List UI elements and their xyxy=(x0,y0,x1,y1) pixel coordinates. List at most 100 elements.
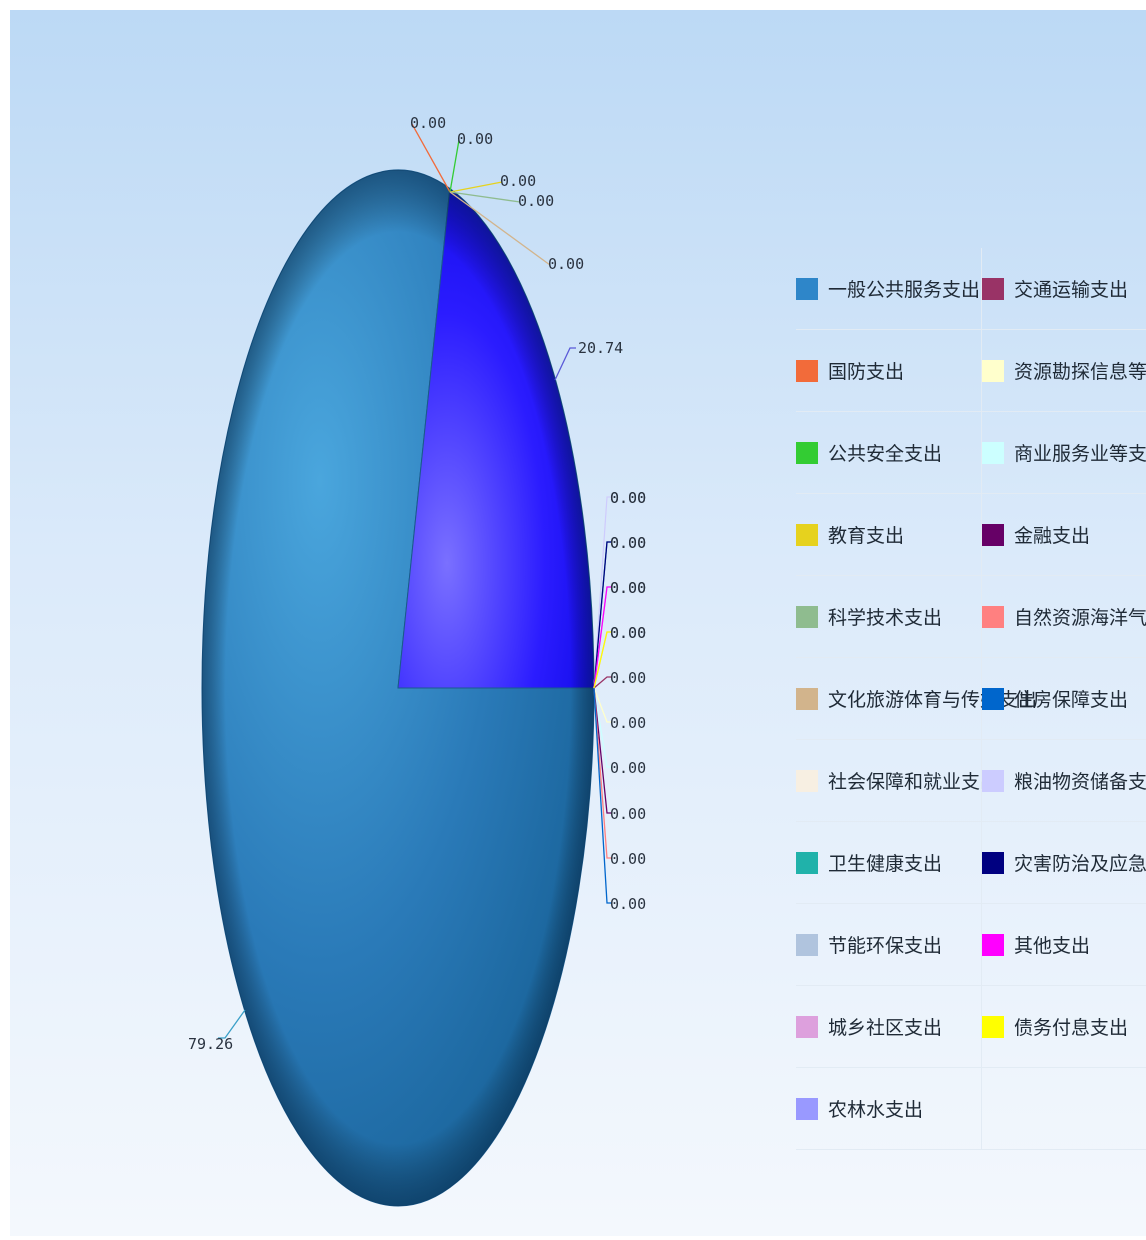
legend-label: 商业服务业等支出 xyxy=(1014,443,1146,465)
legend-item[interactable]: 节能环保支出 xyxy=(796,904,982,986)
legend-swatch xyxy=(982,277,1004,300)
data-label: 0.00 xyxy=(610,489,646,507)
legend-label: 其他支出 xyxy=(1014,935,1091,957)
legend-item[interactable]: 商业服务业等支出 xyxy=(982,412,1146,494)
data-label: 0.00 xyxy=(610,534,646,552)
data-label: 0.00 xyxy=(610,534,646,552)
legend-item[interactable]: 农林水支出 xyxy=(796,1068,982,1150)
legend-label: 社会保障和就业支出 xyxy=(828,771,1000,793)
leader-line xyxy=(449,191,551,266)
legend-item[interactable]: 住房保障支出 xyxy=(982,658,1146,740)
legend-swatch xyxy=(982,933,1004,956)
legend-swatch xyxy=(982,1015,1004,1038)
pie-rim xyxy=(202,170,594,1206)
legend-item[interactable]: 其他支出 xyxy=(982,904,1146,986)
legend-swatch xyxy=(796,933,818,956)
leader-line xyxy=(449,139,460,193)
legend-item[interactable]: 公共安全支出 xyxy=(796,412,982,494)
legend-swatch xyxy=(796,523,818,546)
legend-swatch xyxy=(982,441,1004,464)
legend-label: 城乡社区支出 xyxy=(828,1017,943,1039)
legend-label: 公共安全支出 xyxy=(828,443,943,465)
legend-item[interactable]: 粮油物资储备支出 xyxy=(982,740,1146,822)
legend-swatch xyxy=(982,605,1004,628)
data-label: 79.26 xyxy=(188,1035,233,1053)
leader-line xyxy=(593,687,612,859)
data-label: 0.00 xyxy=(610,805,646,823)
legend-item xyxy=(982,1068,1146,1150)
legend-swatch xyxy=(796,769,818,792)
legend-item[interactable]: 灾害防治及应急管理支出 xyxy=(982,822,1146,904)
legend-item[interactable]: 科学技术支出 xyxy=(796,576,982,658)
legend-swatch xyxy=(796,1097,818,1120)
legend-swatch xyxy=(982,687,1004,710)
data-label: 0.00 xyxy=(457,130,493,148)
legend-item[interactable]: 文化旅游体育与传媒支出 xyxy=(796,658,1037,740)
legend-swatch xyxy=(982,851,1004,874)
legend-swatch xyxy=(982,769,1004,792)
legend-swatch xyxy=(796,605,818,628)
legend-label: 卫生健康支出 xyxy=(828,853,943,875)
data-label: 0.00 xyxy=(548,255,584,273)
legend-item[interactable]: 社会保障和就业支出 xyxy=(796,740,999,822)
legend-swatch xyxy=(796,687,818,710)
legend-label: 节能环保支出 xyxy=(828,935,943,957)
leader-line xyxy=(449,191,521,203)
leader-line xyxy=(593,687,612,723)
data-label: 0.00 xyxy=(610,579,646,597)
leader-line xyxy=(593,687,612,904)
chart-area: 79.26 20.74 0.00 0.00 0.00 0.00 0.00 0.00 0.00 0.… xyxy=(10,10,1146,1236)
leader-line xyxy=(449,181,503,193)
legend-item[interactable]: 金融支出 xyxy=(982,494,1146,576)
data-label: 0.00 xyxy=(518,192,554,210)
legend-label: 交通运输支出 xyxy=(1014,279,1129,301)
legend-item[interactable]: 自然资源海洋气象等支出 xyxy=(982,576,1146,658)
data-label: 0.00 xyxy=(610,714,646,732)
legend-swatch xyxy=(982,359,1004,382)
data-label: 0.00 xyxy=(610,895,646,913)
leader-line xyxy=(593,496,612,689)
legend-swatch xyxy=(796,441,818,464)
legend-item[interactable]: 一般公共服务支出 xyxy=(796,248,982,330)
legend-item[interactable]: 国防支出 xyxy=(796,330,982,412)
legend-label: 自然资源海洋气象等支出 xyxy=(1014,607,1146,629)
legend-swatch xyxy=(796,277,818,300)
legend-item[interactable]: 债务付息支出 xyxy=(982,986,1146,1068)
pie-chart: 79.26 20.74 0.00 0.00 0.00 0.00 0.00 0.00 0.00 0.… xyxy=(188,114,646,1207)
leader-line xyxy=(593,687,612,768)
leader-line xyxy=(593,676,612,689)
legend-label: 教育支出 xyxy=(828,525,905,547)
legend-swatch xyxy=(796,851,818,874)
legend-label: 一般公共服务支出 xyxy=(828,279,981,301)
legend-item[interactable]: 教育支出 xyxy=(796,494,982,576)
legend-label: 灾害防治及应急管理支出 xyxy=(1014,853,1146,875)
data-label: 0.00 xyxy=(610,624,646,642)
data-label: 0.00 xyxy=(500,172,536,190)
legend-label: 农林水支出 xyxy=(828,1099,924,1121)
legend-item[interactable]: 资源勘探信息等支出 xyxy=(982,330,1146,412)
data-label: 0.00 xyxy=(410,114,446,132)
legend-item[interactable]: 卫生健康支出 xyxy=(796,822,982,904)
legend-item[interactable]: 交通运输支出 xyxy=(982,248,1146,330)
data-label: 0.00 xyxy=(610,759,646,777)
data-label: 0.00 xyxy=(610,669,646,687)
leader-line xyxy=(593,586,612,689)
legend-item[interactable]: 城乡社区支出 xyxy=(796,986,982,1068)
legend-label: 资源勘探信息等支出 xyxy=(1014,361,1146,383)
legend-label: 科学技术支出 xyxy=(828,607,943,629)
leader-line xyxy=(593,541,612,689)
data-label: 0.00 xyxy=(610,850,646,868)
legend-label: 粮油物资储备支出 xyxy=(1014,771,1146,793)
leader-line xyxy=(218,1009,246,1039)
data-label: 20.74 xyxy=(578,339,623,357)
legend-swatch xyxy=(982,523,1004,546)
legend-swatch xyxy=(796,359,818,382)
data-label: 0.00 xyxy=(610,489,646,507)
leader-line xyxy=(593,631,612,689)
leader-line xyxy=(411,123,451,193)
data-label: 0.00 xyxy=(610,624,646,642)
legend-label: 金融支出 xyxy=(1014,525,1091,547)
leader-line xyxy=(593,687,612,814)
legend-label: 国防支出 xyxy=(828,361,905,383)
